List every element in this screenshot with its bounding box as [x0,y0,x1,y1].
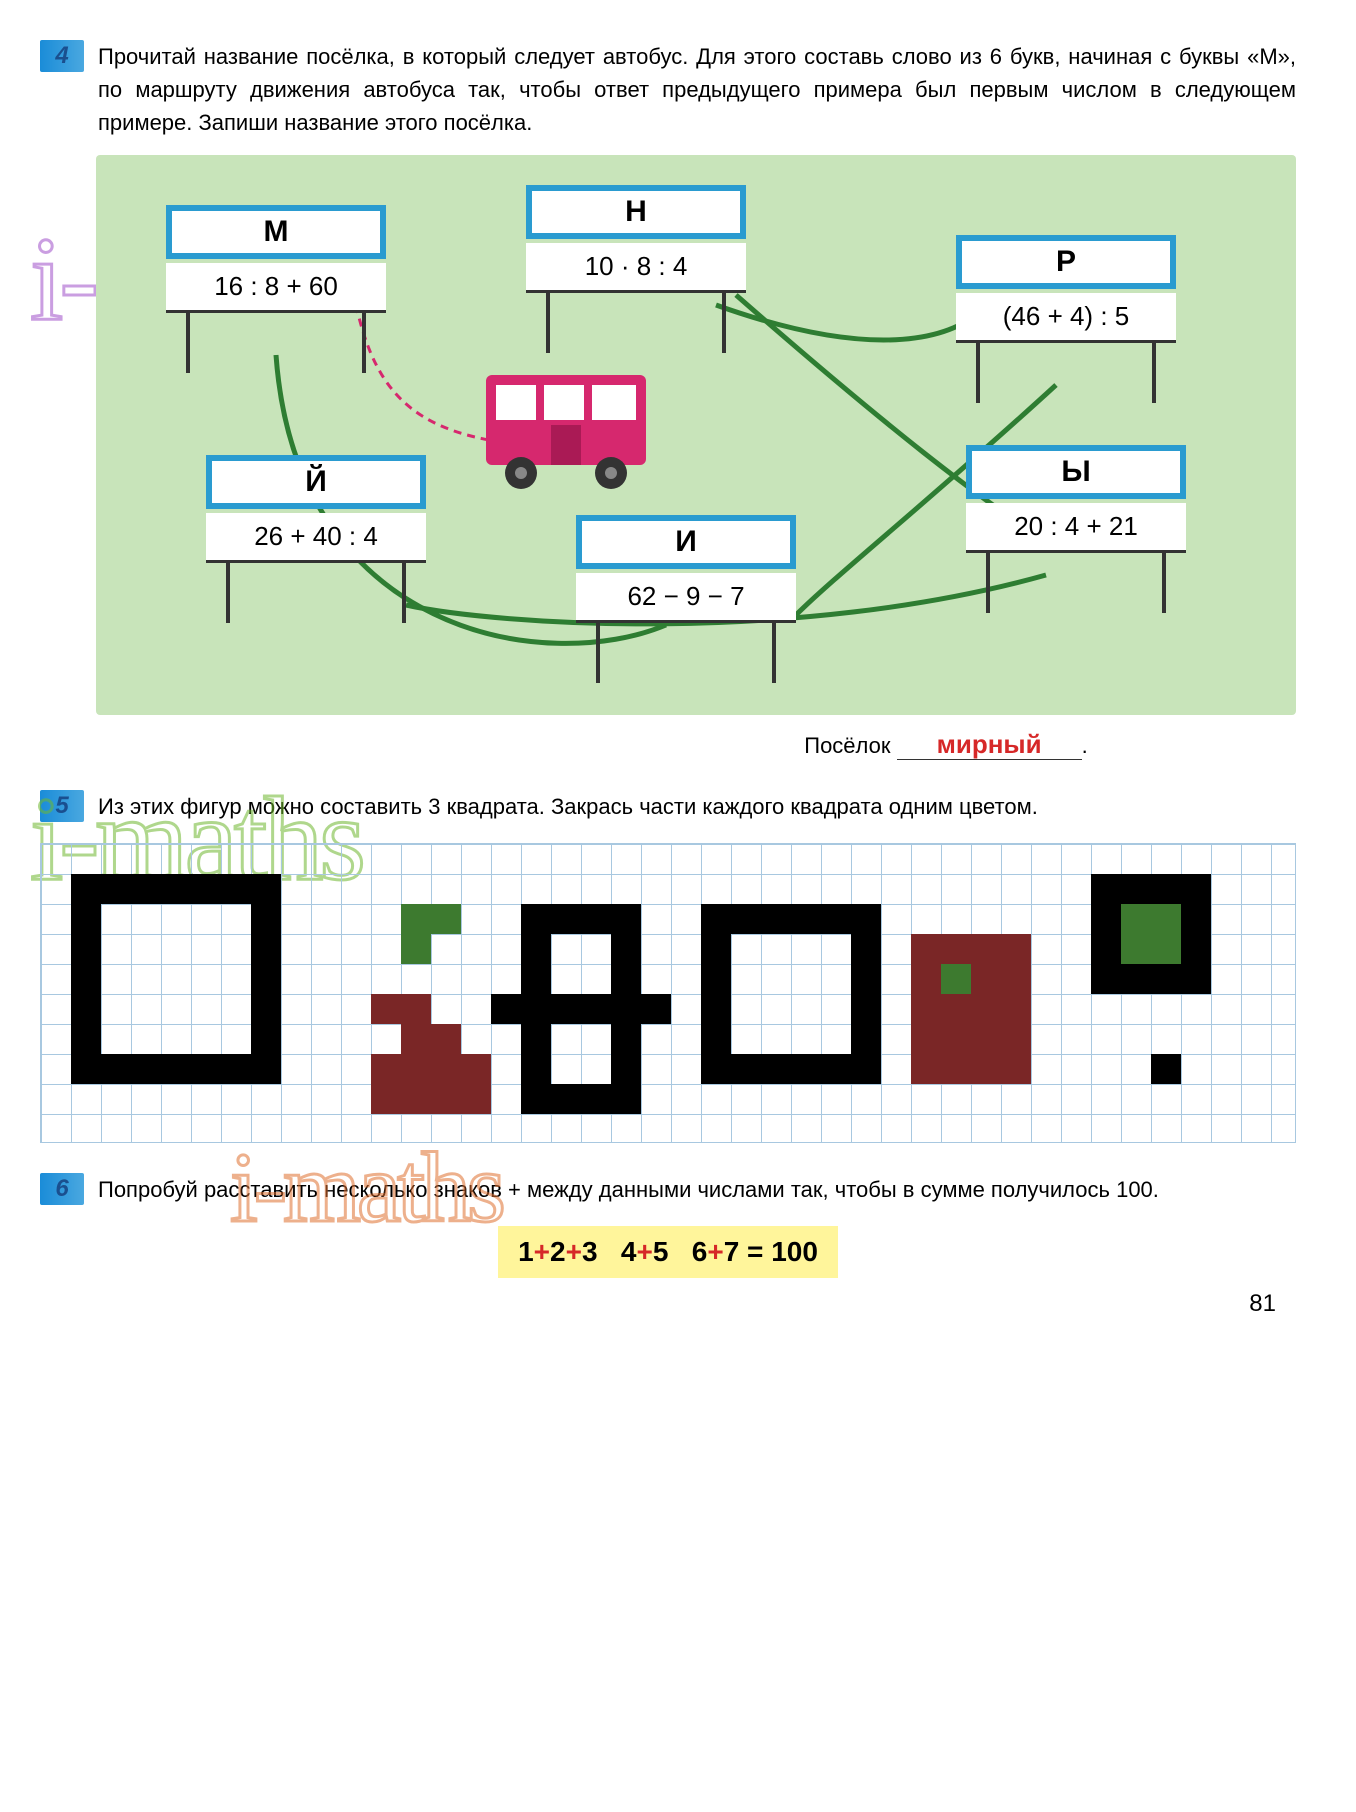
sign-m: М 16 : 8 + 60 [166,205,386,373]
task-number-badge: 5 [40,790,84,822]
task-number-badge: 6 [40,1173,84,1205]
task-number-badge: 4 [40,40,84,72]
sign-letter: М [166,205,386,259]
bus-icon [476,365,656,495]
sign-i: И 62 − 9 − 7 [576,515,796,683]
task-text: Прочитай название посёлка, в который сле… [98,40,1296,139]
sign-i-short: Й 26 + 40 : 4 [206,455,426,623]
sign-letter: Ы [966,445,1186,499]
sign-letter: Р [956,235,1176,289]
sign-letter: Н [526,185,746,239]
sign-n: Н 10 · 8 : 4 [526,185,746,353]
answer-label: Посёлок [804,733,890,758]
answer-word: мирный [897,729,1082,760]
sign-expression: 62 − 9 − 7 [576,573,796,623]
task-5: 5 Из этих фигур можно составить 3 квадра… [40,790,1296,1143]
equation-box: 1+2+3 4+5 6+7 = 100 [498,1226,838,1278]
sign-expression: 26 + 40 : 4 [206,513,426,563]
sign-expression: 10 · 8 : 4 [526,243,746,293]
sign-expression: (46 + 4) : 5 [956,293,1176,343]
bus-route-diagram: М 16 : 8 + 60 Н 10 · 8 : 4 Р (46 + 4) : … [96,155,1296,715]
sign-letter: Й [206,455,426,509]
sign-expression: 20 : 4 + 21 [966,503,1186,553]
task-text: Из этих фигур можно составить 3 квадрата… [98,790,1038,823]
page-number: 81 [1249,1290,1276,1318]
answer-line: Посёлок мирный. [96,729,1296,760]
task-6: 6 Попробуй расставить несколько знаков +… [40,1173,1296,1278]
sign-y: Ы 20 : 4 + 21 [966,445,1186,613]
task-text: Попробуй расставить несколько знаков + м… [98,1173,1159,1206]
sign-letter: И [576,515,796,569]
sign-expression: 16 : 8 + 60 [166,263,386,313]
shapes-grid [40,843,1296,1143]
sign-r: Р (46 + 4) : 5 [956,235,1176,403]
task-4: 4 Прочитай название посёлка, в который с… [40,40,1296,760]
